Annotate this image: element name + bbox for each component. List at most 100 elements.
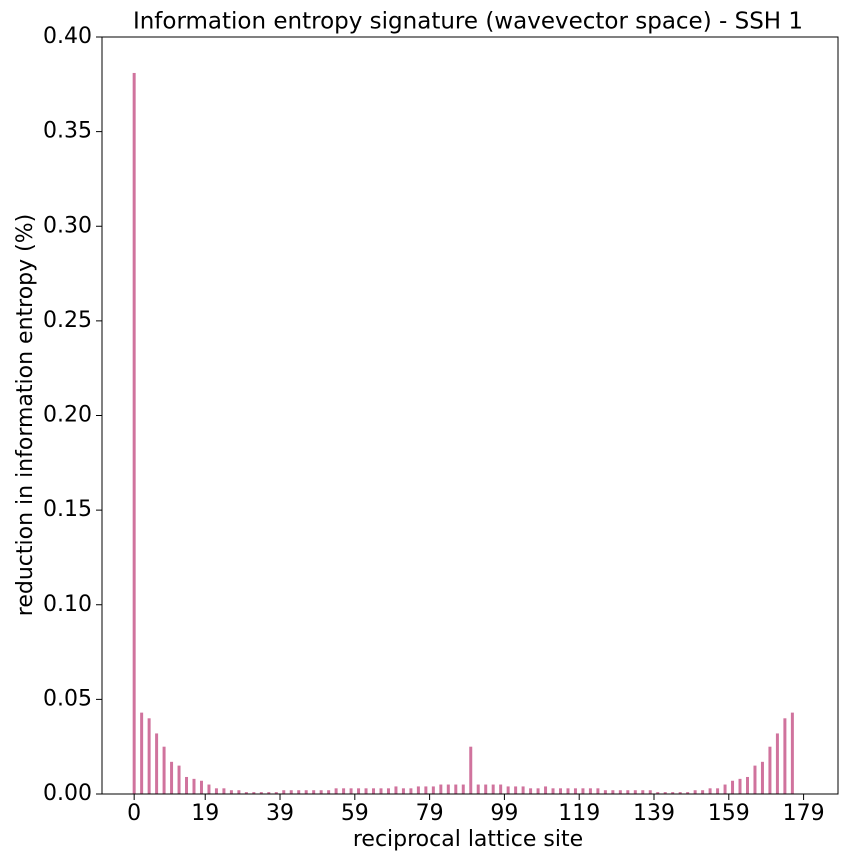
bar — [790, 712, 794, 794]
bar — [386, 788, 390, 794]
y-tick-label: 0.15 — [43, 497, 92, 522]
bar — [551, 788, 555, 794]
bar — [723, 784, 727, 794]
y-tick-label: 0.25 — [43, 308, 92, 333]
y-tick-label: 0.05 — [43, 686, 92, 711]
y-axis-label: reduction in information entropy (%) — [13, 214, 38, 616]
bar — [319, 790, 323, 794]
bar — [768, 746, 772, 794]
chart-title: Information entropy signature (wavevecto… — [133, 9, 803, 35]
bar — [297, 790, 301, 794]
bar — [162, 746, 166, 794]
x-tick-label: 119 — [558, 801, 600, 826]
bar — [267, 792, 271, 794]
bar — [753, 765, 757, 794]
bar — [536, 788, 540, 794]
bar — [738, 778, 742, 794]
x-tick-label: 139 — [633, 801, 675, 826]
y-tick-label: 0.30 — [43, 213, 92, 238]
bar — [349, 788, 353, 794]
bar — [618, 790, 622, 794]
bar — [783, 718, 787, 794]
bar — [603, 790, 607, 794]
bar — [416, 786, 420, 794]
bar — [626, 790, 630, 794]
bar — [327, 790, 331, 794]
bar — [596, 788, 600, 794]
bar — [581, 788, 585, 794]
bar — [566, 788, 570, 794]
bar — [394, 786, 398, 794]
bar — [170, 761, 174, 794]
bar — [559, 788, 562, 794]
bar — [364, 788, 368, 794]
y-tick-label: 0.00 — [43, 781, 92, 806]
bar — [446, 784, 450, 794]
bar — [544, 786, 548, 794]
bar — [199, 780, 203, 794]
y-tick-label: 0.40 — [43, 24, 92, 49]
bar — [342, 788, 346, 794]
bar — [424, 786, 428, 794]
bar — [155, 733, 159, 794]
bar — [357, 788, 361, 794]
bar — [499, 784, 503, 794]
bar — [775, 733, 779, 794]
bar — [573, 788, 577, 794]
bar — [686, 792, 690, 794]
bar — [289, 790, 293, 794]
y-tick-label: 0.35 — [43, 119, 92, 144]
bar — [678, 792, 682, 794]
bar — [760, 761, 764, 794]
bar — [132, 72, 136, 794]
bar — [469, 746, 473, 794]
bar — [259, 792, 263, 794]
bar — [746, 776, 749, 794]
bar — [521, 786, 525, 794]
bar — [140, 712, 144, 794]
x-axis-label: reciprocal lattice site — [353, 827, 583, 852]
bar — [282, 790, 286, 794]
bar — [648, 790, 652, 794]
bar — [641, 790, 645, 794]
bar — [484, 784, 488, 794]
bar — [372, 788, 376, 794]
bar — [401, 788, 405, 794]
bar — [304, 790, 308, 794]
bar — [244, 792, 248, 794]
bar — [716, 788, 720, 794]
bar — [207, 784, 211, 794]
bar — [147, 718, 151, 794]
bar — [663, 792, 667, 794]
bar — [633, 790, 637, 794]
bar — [693, 790, 697, 794]
bar — [708, 788, 712, 794]
bar — [439, 784, 443, 794]
bar — [491, 784, 495, 794]
bar — [177, 765, 181, 794]
bar — [461, 784, 465, 794]
x-tick-label: 159 — [708, 801, 750, 826]
bar — [252, 792, 256, 794]
y-tick-label: 0.10 — [43, 592, 92, 617]
bar — [192, 778, 196, 794]
bar — [506, 786, 510, 794]
bar — [379, 788, 383, 794]
bar — [476, 784, 480, 794]
bar — [334, 788, 338, 794]
bar — [454, 784, 458, 794]
bar — [514, 786, 518, 794]
x-tick-label: 59 — [341, 801, 369, 826]
bar — [529, 788, 533, 794]
x-tick-label: 79 — [416, 801, 444, 826]
y-tick-label: 0.20 — [43, 403, 92, 428]
bar — [237, 790, 241, 794]
bar — [312, 790, 316, 794]
bar — [431, 786, 435, 794]
bar — [611, 790, 615, 794]
bar — [731, 780, 735, 794]
bar — [409, 788, 413, 794]
plot-frame — [101, 36, 839, 795]
